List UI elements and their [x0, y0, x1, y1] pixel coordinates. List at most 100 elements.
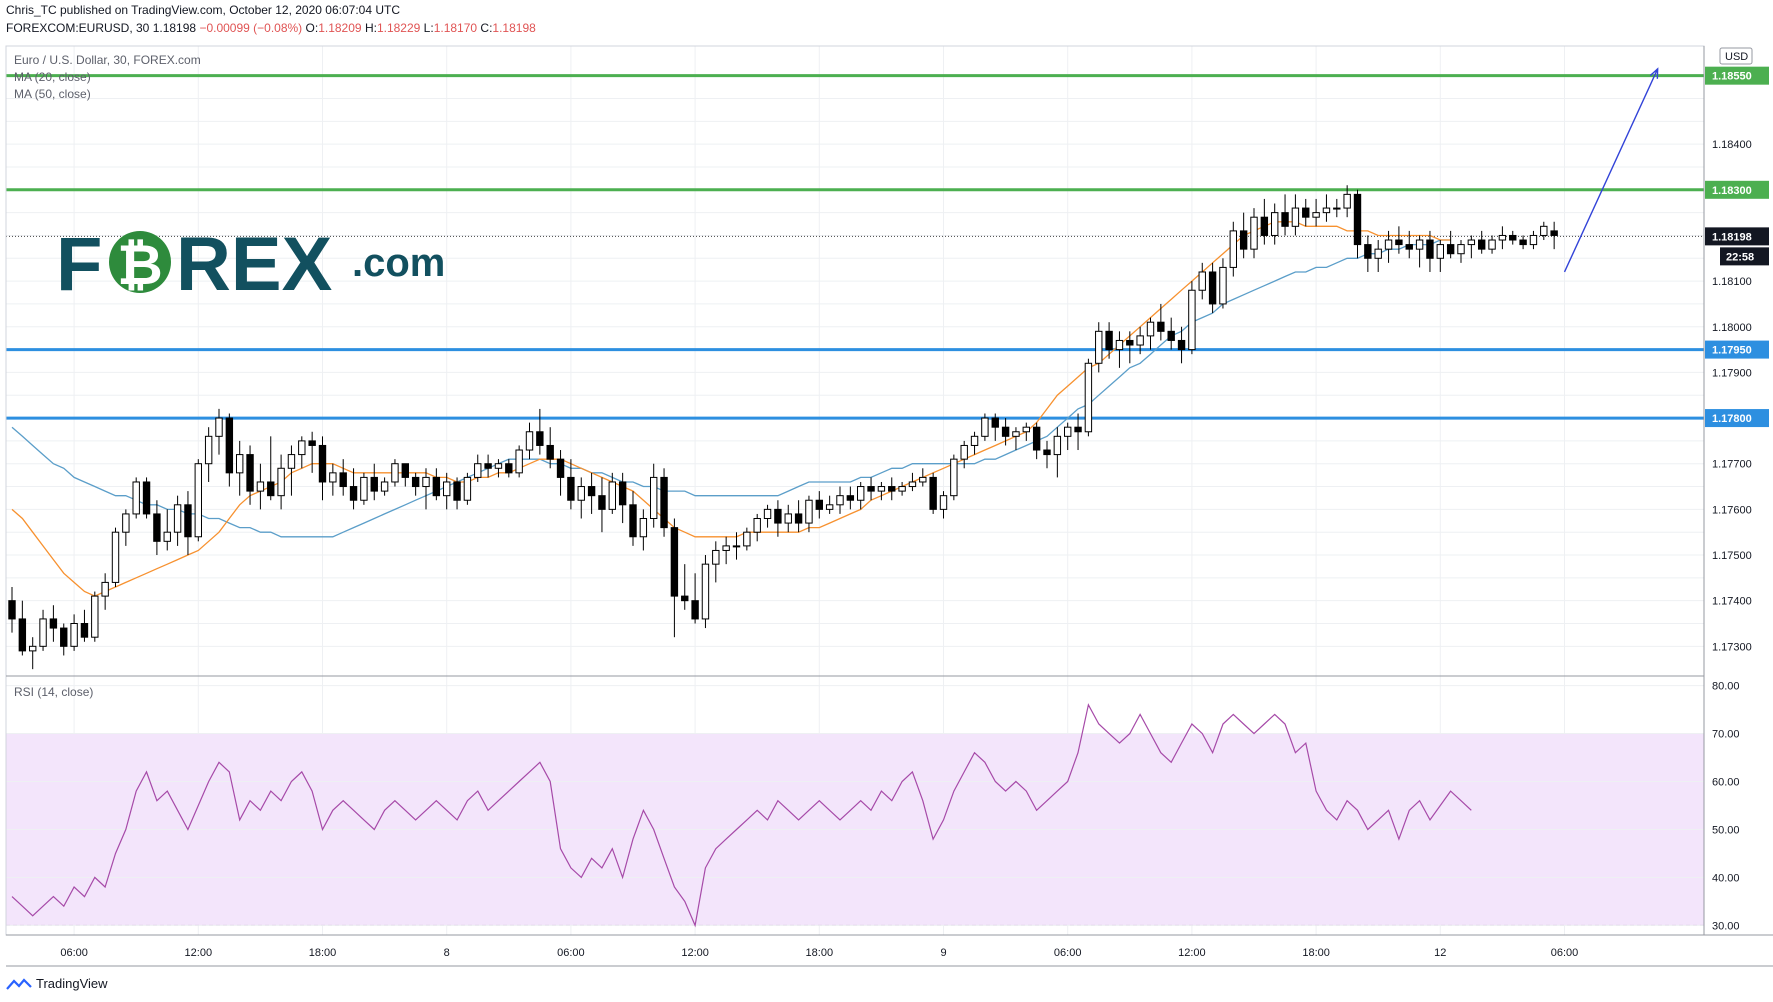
time-axis[interactable]: 06:00 12:00 18:00 8 06:00 12:00 18:00 9 06:00 12:… [60, 947, 1578, 959]
candle [80, 609, 89, 642]
candle-body [1012, 431, 1020, 437]
candle [784, 504, 792, 533]
candle-body [277, 467, 285, 497]
candle-body [743, 531, 751, 547]
level-tag-label: 1.17950 [1712, 345, 1752, 357]
candle-body [101, 581, 109, 597]
time-tick-label: 18:00 [1302, 947, 1330, 959]
candle-body [380, 481, 389, 492]
candle [1281, 194, 1289, 236]
candle [1032, 422, 1041, 460]
candle-body [556, 458, 565, 478]
candle [411, 472, 420, 496]
candle-body [732, 545, 741, 548]
candle [1384, 230, 1393, 263]
candle-body [701, 563, 710, 620]
candle-body [1395, 239, 1403, 246]
candle [877, 481, 886, 501]
candle-body [660, 476, 668, 529]
rsi-tick-label: 50.00 [1712, 824, 1740, 836]
rsi-panel [6, 685, 1704, 928]
candle-body [215, 417, 223, 437]
candle-body [1519, 239, 1527, 246]
price-axis[interactable]: 1.17300 1.17400 1.17500 1.17600 1.17700 1.179… [1705, 47, 1769, 932]
candle [1302, 198, 1310, 227]
candle [1250, 208, 1258, 259]
candle-body [1115, 339, 1124, 351]
candle [474, 454, 482, 482]
candle-body [805, 499, 813, 524]
price-tick-label: 1.18400 [1712, 139, 1752, 151]
candle-body [825, 504, 834, 510]
candle [39, 609, 47, 651]
candle-body [1167, 330, 1175, 341]
rsi-legend: RSI (14, close) [14, 685, 93, 699]
candle-body [1478, 239, 1486, 250]
candle-body [370, 476, 378, 492]
time-tick-label: 06:00 [557, 947, 585, 959]
candle [753, 513, 761, 542]
candle [1229, 221, 1237, 277]
candle-body [1488, 239, 1496, 250]
candle-body [898, 486, 906, 492]
candle-body [1333, 207, 1341, 210]
symbol-label: FOREXCOM:EURUSD, 30 [6, 21, 150, 35]
candle-body [443, 481, 451, 497]
candle [1177, 326, 1186, 364]
candle [132, 477, 140, 519]
candle [1064, 422, 1072, 451]
candle [1291, 194, 1300, 236]
candle-body [256, 481, 265, 492]
candle [370, 463, 378, 501]
candle-body [1208, 271, 1217, 305]
candle-body [391, 463, 399, 483]
high-value: 1.18229 [376, 21, 421, 35]
candle [49, 605, 58, 642]
chart-frame [5, 45, 1773, 967]
candle [546, 427, 554, 469]
candle [1188, 281, 1196, 355]
candle [898, 481, 906, 496]
candle-body [153, 513, 161, 542]
candle-body [1229, 230, 1237, 268]
candle-body [1498, 234, 1507, 241]
logo-suffix: .com [352, 241, 445, 285]
candle [1095, 322, 1103, 373]
candle [1457, 240, 1465, 263]
candle-body [1239, 230, 1248, 250]
candle [1467, 235, 1476, 259]
logo-coin-icon: ₿ [109, 231, 171, 296]
rsi-tick-label: 60.00 [1712, 777, 1740, 789]
candle-body [1053, 435, 1062, 456]
time-tick-label: 12:00 [681, 947, 709, 959]
candle-body [629, 504, 637, 538]
candle-body [1260, 216, 1269, 236]
candle-body [670, 527, 679, 597]
candle-body [1540, 225, 1548, 236]
candle-body [1198, 271, 1206, 291]
footer[interactable]: TradingView [6, 976, 108, 991]
candle [505, 459, 513, 478]
candle-body [1095, 330, 1103, 364]
candle-body [225, 417, 234, 474]
candle [401, 463, 410, 487]
candle [1146, 317, 1155, 350]
candle [1239, 212, 1248, 259]
candle [1343, 185, 1351, 218]
candle [1488, 235, 1496, 254]
time-tick-label: 12:00 [185, 947, 213, 959]
candle [805, 495, 813, 533]
candle [360, 472, 368, 505]
candle-body [929, 476, 937, 510]
candle [60, 623, 68, 656]
candle-body [753, 518, 761, 533]
candle [743, 527, 751, 551]
candle-body [29, 645, 37, 652]
time-tick-label: 06:00 [60, 947, 88, 959]
candle [494, 459, 503, 478]
candle [1322, 194, 1331, 222]
candle-body [142, 481, 151, 515]
rsi-line [11, 703, 1472, 928]
candle-body [1384, 239, 1393, 250]
